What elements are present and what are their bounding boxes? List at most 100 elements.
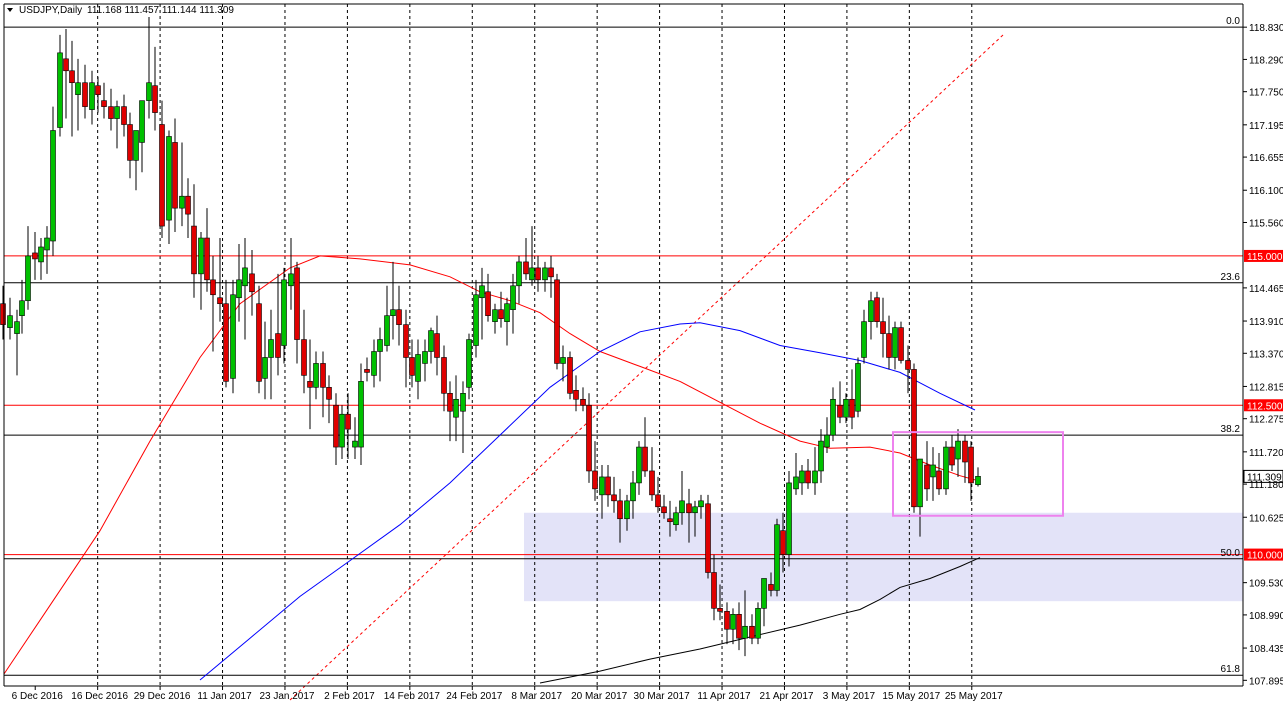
candle-body (786, 482, 792, 555)
candle-body (434, 333, 440, 358)
x-tick-label: 2 Feb 2017 (324, 691, 375, 702)
current-price-tag (1243, 469, 1283, 483)
candle-body (63, 58, 69, 72)
candle-body (880, 321, 886, 334)
candle-body (313, 363, 319, 388)
candle-body (736, 614, 742, 639)
candle-body (599, 476, 605, 496)
candle-body (611, 494, 617, 502)
candle-body (892, 327, 898, 358)
candle-body (917, 458, 923, 508)
x-tick-label: 11 Jan 2017 (197, 691, 252, 702)
candle-body (7, 315, 13, 328)
candle-body (535, 267, 541, 281)
candle-body (542, 267, 548, 281)
y-tick-label: 117.195 (1249, 121, 1283, 132)
candle-body (799, 470, 805, 484)
candle-body (441, 357, 447, 394)
y-tick-label: 118.290 (1249, 55, 1283, 66)
candle-body (19, 300, 25, 316)
candle-body (415, 354, 421, 382)
candle-body (679, 500, 685, 514)
price-level-tag-label: 112.500 (1247, 401, 1283, 412)
candle-body (624, 500, 630, 520)
candle-body (567, 357, 573, 394)
candle-body (453, 398, 459, 418)
candle-body (409, 357, 415, 376)
candle-body (548, 267, 554, 278)
fib-trend-line (289, 34, 1004, 701)
candle-body (223, 303, 229, 382)
candle-body (69, 70, 75, 84)
candle-body (204, 237, 210, 281)
price-level-tag-label: 115.000 (1247, 252, 1283, 263)
candle-body (288, 273, 294, 287)
candle-body (874, 297, 880, 322)
candle-body (911, 369, 917, 508)
candle-body (855, 363, 861, 412)
candle-body (968, 446, 974, 484)
x-tick-label: 29 Dec 2016 (134, 691, 191, 702)
y-tick-label: 113.910 (1249, 317, 1283, 328)
candle-body (630, 482, 636, 502)
candle-body (294, 267, 300, 340)
candle-body (843, 398, 849, 418)
candle-body (605, 476, 611, 496)
candle-body (352, 440, 358, 448)
x-tick-label: 6 Dec 2016 (12, 691, 64, 702)
candle-body (95, 85, 101, 95)
y-tick-label: 108.990 (1249, 611, 1283, 622)
candle-body (127, 124, 133, 161)
candle-body (818, 440, 824, 472)
price-level-tag (1244, 249, 1283, 262)
candle-body (422, 351, 428, 364)
candle-body (943, 446, 949, 490)
candle-body (898, 327, 904, 361)
candle-body (742, 625, 748, 639)
y-tick-label: 108.435 (1249, 644, 1283, 655)
candle-body (510, 285, 516, 310)
candle-body (749, 625, 755, 639)
x-tick-label: 21 Apr 2017 (760, 691, 814, 702)
candle-body (172, 142, 178, 209)
y-tick-label: 107.895 (1249, 676, 1283, 687)
y-tick-label: 111.180 (1249, 480, 1283, 491)
candle-body (14, 321, 20, 334)
y-tick-label: 111.720 (1249, 448, 1283, 459)
collapse-triangle-icon[interactable] (7, 8, 13, 12)
candle-body (479, 285, 485, 299)
candle-body (830, 398, 836, 436)
x-tick-label: 24 Feb 2017 (446, 691, 503, 702)
candle-body (554, 279, 560, 364)
candle-body (655, 494, 661, 508)
candle-body (649, 470, 655, 496)
candle-body (824, 434, 830, 448)
candle-body (301, 339, 307, 376)
candle-body (975, 476, 981, 485)
candle-body (358, 381, 364, 448)
y-tick-label: 112.815 (1249, 382, 1283, 393)
candle-body (592, 470, 598, 490)
candle-body (924, 464, 930, 490)
candle-body (805, 470, 811, 484)
candle-body (529, 267, 535, 281)
candle-body (377, 339, 383, 352)
candle-body (275, 333, 281, 358)
candle-body (146, 82, 152, 101)
candle-body (768, 584, 774, 591)
candle-body (498, 309, 504, 319)
candle-body (198, 237, 204, 275)
candle-body (580, 398, 586, 406)
candle-body (780, 530, 786, 555)
candle-body (185, 195, 191, 215)
x-tick-label: 3 May 2017 (823, 691, 876, 702)
candle-body (686, 503, 692, 514)
y-tick-label: 115.560 (1249, 218, 1283, 229)
candle-body (560, 357, 566, 364)
candle-body (812, 470, 818, 484)
candle-body (955, 440, 961, 460)
candle-body (159, 124, 165, 227)
candle-body (230, 294, 236, 379)
current-price-label: 111.309 (1247, 472, 1282, 483)
